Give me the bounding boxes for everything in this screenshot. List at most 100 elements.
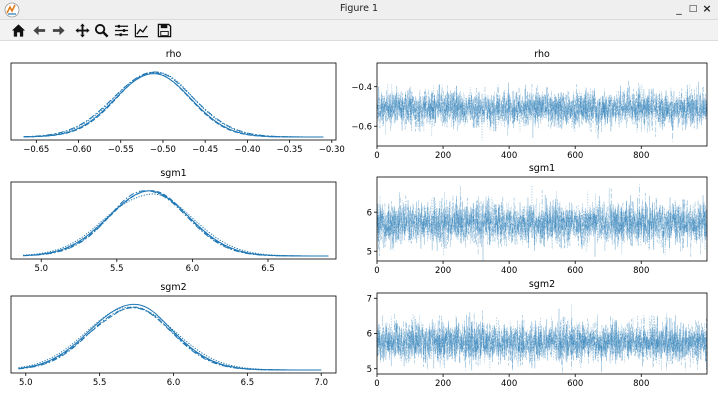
y-tick-label: 7 — [367, 294, 372, 304]
trace-line-chain-1 — [376, 81, 708, 138]
x-tick-label: 6.0 — [186, 264, 200, 274]
x-tick-label: 600 — [567, 151, 583, 161]
trace-line-chain-4 — [376, 185, 708, 256]
x-tick-label: −0.45 — [192, 145, 218, 155]
title-bar: Figure 1 _ □ × — [0, 0, 718, 20]
subplot-5: sgm2 5.0 5.5 6.0 6.5 7.0 — [10, 282, 337, 388]
density-line-chain-1 — [23, 73, 324, 138]
x-tick-label: 200 — [435, 379, 451, 389]
close-button[interactable]: × — [702, 2, 712, 15]
subplot-title: sgm1 — [160, 168, 186, 179]
axes-frame — [10, 181, 337, 260]
x-tick-label: −0.50 — [150, 145, 176, 155]
trace-line-chain-4 — [376, 304, 708, 371]
subplot-4: sgm1 6 50 200 400 600 800 — [367, 163, 708, 276]
subplot-title: sgm2 — [160, 282, 186, 293]
subplot-6: sgm2 7 6 50 200 400 600 800 — [367, 279, 708, 389]
x-tick-label: 800 — [633, 379, 649, 389]
toolbar — [0, 20, 718, 41]
subplot-title: sgm2 — [529, 279, 555, 290]
pan-icon — [74, 22, 90, 38]
density-line-chain-1 — [18, 303, 322, 371]
app-logo-icon — [4, 2, 20, 18]
maximize-button[interactable]: □ — [688, 4, 698, 14]
trace-line-chain-3 — [376, 313, 708, 372]
x-tick-label: 5.0 — [34, 264, 48, 274]
y-tick-label: −0.6 — [351, 122, 372, 132]
y-tick-label: 6 — [367, 330, 372, 340]
x-tick-label: 600 — [567, 266, 583, 276]
zoom-icon — [94, 23, 108, 37]
axes-frame — [376, 292, 708, 375]
x-tick-label: 5.5 — [110, 264, 124, 274]
back-arrow-icon — [32, 25, 45, 35]
subplot-1: rho −0.65 −0.60 −0.55 −0.50 −0.45 −0.40 −0.35 −0… — [10, 49, 345, 155]
subplot-title: sgm1 — [529, 163, 555, 174]
x-tick-label: −0.60 — [66, 145, 92, 155]
x-tick-label: 6.5 — [261, 264, 275, 274]
density-line-chain-2 — [23, 72, 324, 138]
x-tick-label: 5.5 — [93, 378, 107, 388]
trace-line-chain-3 — [376, 84, 708, 142]
window-title: Figure 1 — [339, 3, 379, 14]
y-tick-label: 6 — [367, 208, 372, 218]
axes-frame — [10, 62, 337, 141]
save-icon — [157, 23, 171, 37]
subplot-3: sgm1 5.0 5.5 6.0 6.5 — [10, 168, 337, 274]
trace-line-chain-1 — [376, 308, 708, 373]
density-line-chain-3 — [23, 71, 324, 138]
y-tick-label: 5 — [367, 365, 372, 375]
x-tick-label: −0.35 — [277, 145, 303, 155]
axes-frame — [10, 295, 337, 374]
axes-frame — [376, 62, 708, 147]
x-tick-label: 6.0 — [167, 378, 181, 388]
x-tick-label: −0.65 — [23, 145, 49, 155]
subplots-button[interactable] — [113, 22, 129, 38]
figure-svg: rho−0.65 −0.60 −0.55 −0.50 −0.45 −0.40 −0.35 −0… — [10, 49, 708, 389]
x-tick-label: 200 — [435, 266, 451, 276]
x-tick-label: 400 — [501, 379, 517, 389]
edit-axis-icon — [134, 23, 148, 37]
subplots-icon — [114, 24, 128, 36]
x-tick-label: 400 — [501, 266, 517, 276]
subplot-2: rho −0.4 −0.6 0 200 400 600 800 — [351, 49, 708, 161]
density-line-chain-1 — [23, 190, 329, 257]
home-icon — [11, 23, 25, 37]
x-tick-label: 7.0 — [314, 378, 328, 388]
y-tick-label: 5 — [367, 247, 372, 257]
x-tick-label: −0.30 — [319, 145, 345, 155]
x-tick-label: 0 — [374, 379, 379, 389]
save-button[interactable] — [156, 22, 172, 38]
minimize-button[interactable]: _ — [676, 2, 682, 15]
subplot-title: rho — [166, 49, 182, 60]
x-tick-label: 800 — [633, 151, 649, 161]
y-tick-label: −0.4 — [351, 83, 372, 93]
x-tick-label: −0.40 — [234, 145, 260, 155]
back-button[interactable] — [31, 22, 47, 38]
subplot-title: rho — [534, 49, 550, 60]
forward-button[interactable] — [50, 22, 66, 38]
x-tick-label: 600 — [567, 379, 583, 389]
x-tick-label: 0 — [374, 266, 379, 276]
x-tick-label: 400 — [501, 151, 517, 161]
edit-axis-button[interactable] — [133, 22, 149, 38]
home-button[interactable] — [10, 22, 26, 38]
density-line-chain-3 — [18, 307, 322, 371]
pan-button[interactable] — [74, 22, 90, 38]
x-tick-label: −0.55 — [108, 145, 134, 155]
trace-line-chain-4 — [376, 83, 708, 141]
trace-line-chain-2 — [376, 185, 708, 256]
x-tick-label: 200 — [435, 151, 451, 161]
density-line-chain-4 — [23, 193, 329, 257]
density-line-chain-4 — [18, 306, 322, 371]
trace-line-chain-3 — [376, 183, 708, 257]
x-tick-label: 0 — [374, 151, 379, 161]
figure-canvas: rho −0.65 −0.60 −0.55 −0.50 −0.45 −0.40 −0.35 −0… — [0, 41, 718, 400]
zoom-button[interactable] — [93, 22, 109, 38]
x-tick-label: 5.0 — [19, 378, 33, 388]
density-line-chain-2 — [18, 306, 322, 371]
x-tick-label: 6.5 — [241, 378, 255, 388]
axes-frame — [376, 176, 708, 262]
trace-line-chain-2 — [376, 79, 708, 140]
forward-arrow-icon — [52, 25, 65, 35]
